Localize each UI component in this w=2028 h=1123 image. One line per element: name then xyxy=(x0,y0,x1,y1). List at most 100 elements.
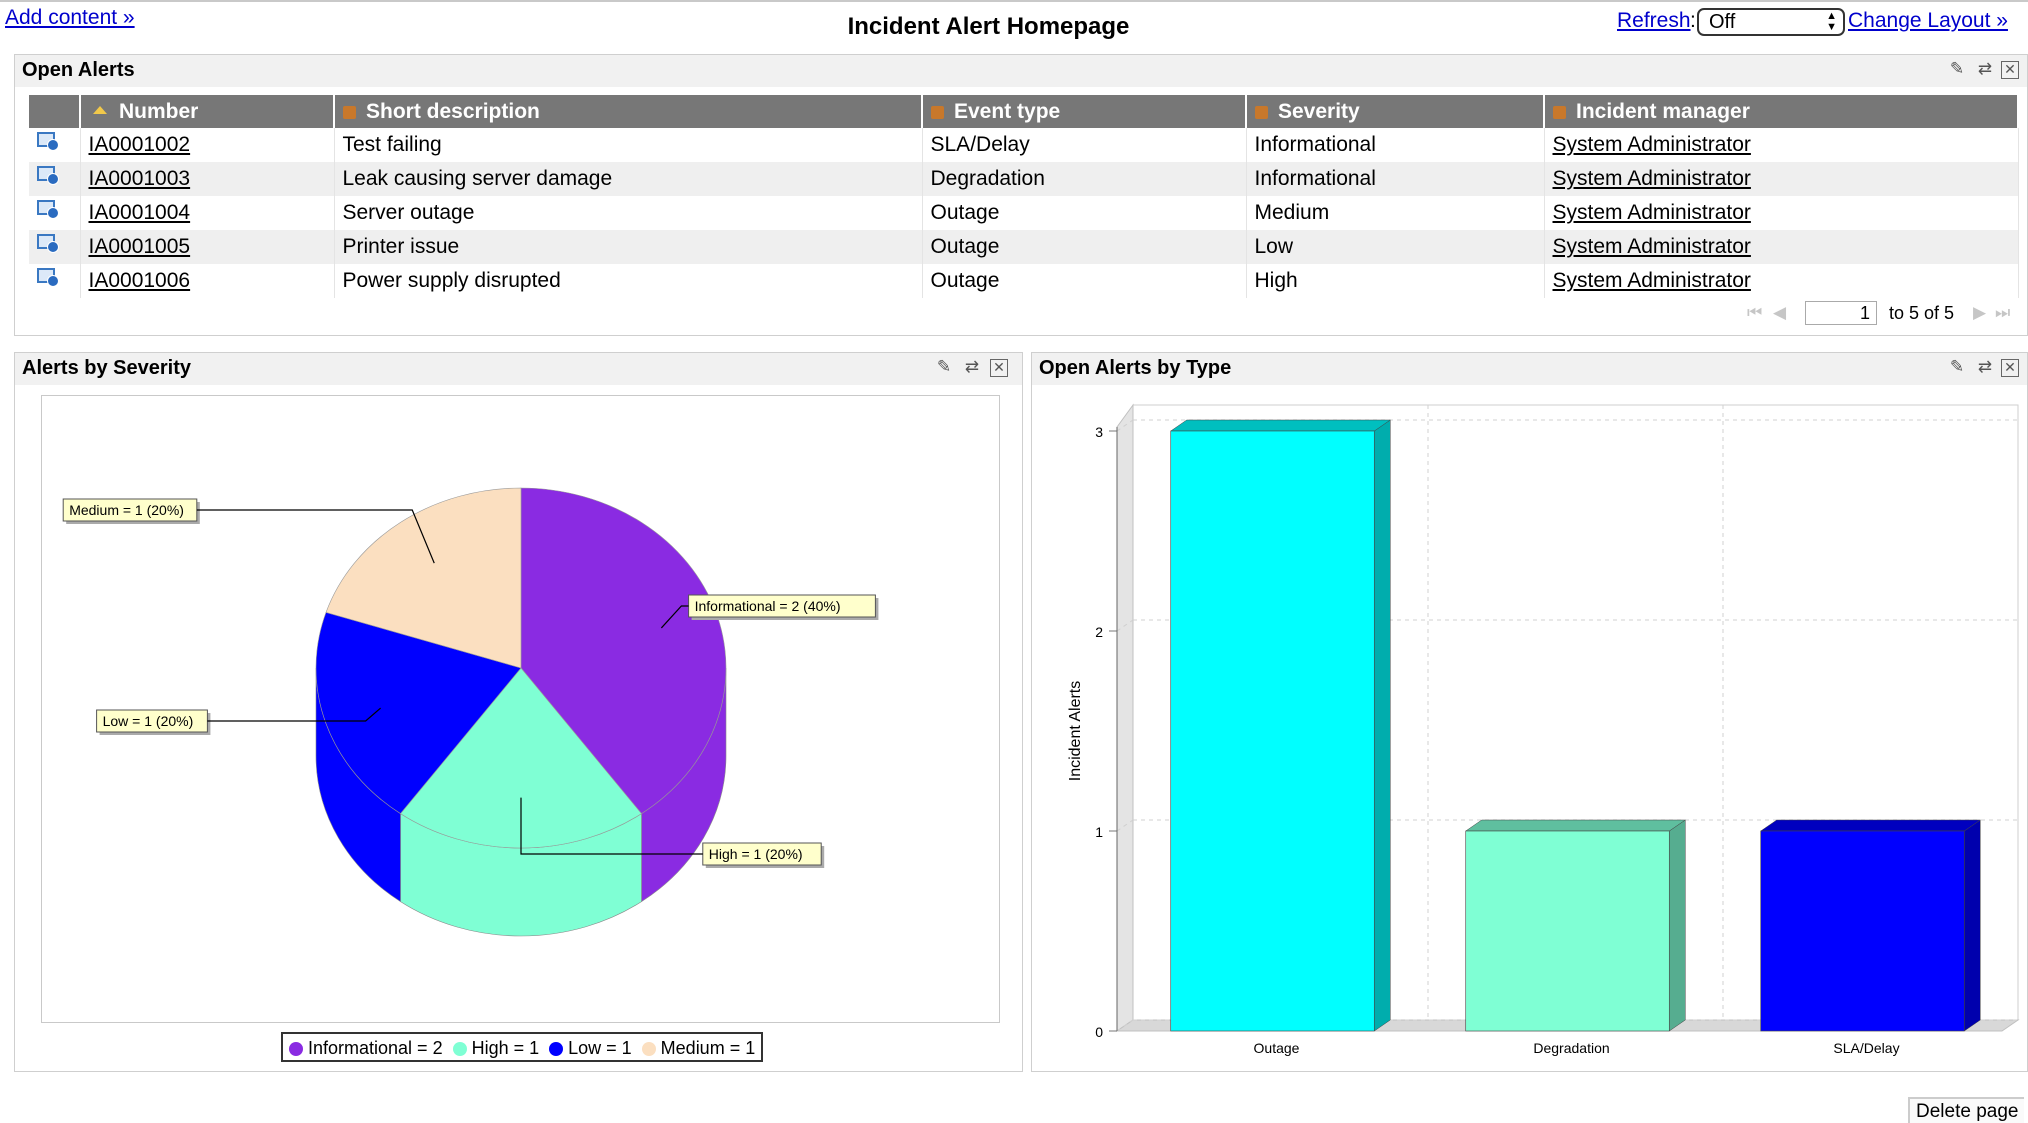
legend-swatch xyxy=(549,1042,564,1056)
bar-top xyxy=(1169,419,1392,432)
severity-cell: Medium xyxy=(1246,196,1545,230)
type-bar-chart: 0 1 2 3 Incident Alerts Outage Degradation SLA/… xyxy=(1067,403,2020,1056)
pie-callout-informational: Informational = 2 (40%) xyxy=(688,594,879,620)
pie-slice-low xyxy=(315,612,522,815)
record-preview-icon[interactable] xyxy=(37,268,59,288)
event-type-cell: Outage xyxy=(922,230,1247,264)
last-page-icon[interactable]: ⏭ xyxy=(1995,303,2011,322)
row-icon-cell[interactable] xyxy=(29,230,81,264)
incident-manager-link[interactable]: System Administrator xyxy=(1552,269,1751,292)
edit-icon[interactable]: ✎ xyxy=(936,357,952,376)
delete-page-button[interactable]: Delete page xyxy=(1908,1097,2025,1123)
y-tick-label: 0 xyxy=(1095,1024,1103,1040)
page-number-input[interactable] xyxy=(1805,301,1877,325)
refresh-select[interactable]: Off ▲ ▼ xyxy=(1697,8,1845,36)
bar-side xyxy=(1669,819,1686,1032)
callout-label: Medium = 1 (20%) xyxy=(69,502,184,518)
severity-cell: Informational xyxy=(1246,128,1545,162)
close-icon[interactable]: ✕ xyxy=(990,359,1008,377)
short-description-cell: Printer issue xyxy=(334,230,923,264)
pagination: ⏮ ◀ to 5 of 5 ▶ ⏭ xyxy=(1747,301,2017,327)
record-preview-icon[interactable] xyxy=(37,166,59,186)
legend-item-informational: Informational = 2 xyxy=(289,1034,443,1062)
short-description-cell: Power supply disrupted xyxy=(334,264,923,298)
record-number-link[interactable]: IA0001006 xyxy=(88,269,191,292)
table-header-row: Number Short description Event type Seve… xyxy=(29,95,2019,128)
bar-top xyxy=(1464,819,1687,832)
incident-manager-link[interactable]: System Administrator xyxy=(1552,235,1751,258)
bar-side xyxy=(1964,819,1981,1032)
bar-sla-delay xyxy=(1759,819,1982,1032)
severity-panel-header: Alerts by Severity ✎ ⇄ ✕ xyxy=(15,353,1022,385)
column-header-event-type[interactable]: Event type xyxy=(922,95,1247,128)
record-number-link[interactable]: IA0001003 xyxy=(88,167,191,190)
column-header-short-description[interactable]: Short description xyxy=(334,95,923,128)
refresh-link[interactable]: Refresh xyxy=(1617,9,1691,32)
bar-degradation xyxy=(1464,819,1687,1032)
pie-chart-frame: Informational = 2 (40%) High = 1 (20%) Low… xyxy=(41,395,1000,1023)
row-icon-cell[interactable] xyxy=(29,196,81,230)
record-number-link[interactable]: IA0001002 xyxy=(88,133,191,156)
incident-manager-link[interactable]: System Administrator xyxy=(1552,201,1751,224)
sort-ascending-icon xyxy=(93,106,107,115)
column-context-icon xyxy=(343,105,356,119)
incident-manager-link[interactable]: System Administrator xyxy=(1552,167,1751,190)
record-preview-icon[interactable] xyxy=(37,132,59,152)
callout-leader xyxy=(196,509,435,564)
column-label: Severity xyxy=(1278,99,1360,123)
y-tick-label: 1 xyxy=(1095,824,1103,840)
table-row: IA0001006 Power supply disrupted Outage … xyxy=(29,264,2019,298)
bar-outage xyxy=(1169,419,1392,1032)
gridline-wall xyxy=(1116,819,1134,832)
column-header-severity[interactable]: Severity xyxy=(1246,95,1545,128)
row-icon-cell[interactable] xyxy=(29,264,81,298)
column-header-incident-manager[interactable]: Incident manager xyxy=(1544,95,2019,128)
previous-page-icon[interactable]: ◀ xyxy=(1773,303,1787,322)
table-row: IA0001003 Leak causing server damage Deg… xyxy=(29,162,2019,196)
panel-tools: ✎ ⇄ ✕ xyxy=(934,357,1016,379)
close-icon[interactable]: ✕ xyxy=(2001,61,2019,79)
pie-callout-low: Low = 1 (20%) xyxy=(96,709,211,735)
close-icon[interactable]: ✕ xyxy=(2001,359,2019,377)
row-icon-cell[interactable] xyxy=(29,128,81,162)
legend-item-high: High = 1 xyxy=(452,1034,540,1062)
row-icon-cell[interactable] xyxy=(29,162,81,196)
callout-leader xyxy=(520,797,703,855)
type-panel-header: Open Alerts by Type ✎ ⇄ ✕ xyxy=(1032,353,2027,385)
y-axis-title: Incident Alerts xyxy=(1067,681,1084,782)
column-header-number[interactable]: Number xyxy=(80,95,335,128)
pie-slice-medium xyxy=(325,487,522,669)
edit-icon[interactable]: ✎ xyxy=(1949,357,1965,376)
bar-top xyxy=(1759,819,1982,832)
event-type-cell: SLA/Delay xyxy=(922,128,1247,162)
incident-manager-link[interactable]: System Administrator xyxy=(1552,133,1751,156)
record-number-link[interactable]: IA0001004 xyxy=(88,201,191,224)
page-range-text: to 5 of 5 xyxy=(1889,303,1955,323)
legend-label: High = 1 xyxy=(471,1038,540,1058)
x-tick-label: Degradation xyxy=(1533,1040,1609,1056)
type-panel-title: Open Alerts by Type xyxy=(1039,357,1232,379)
pie-callout-medium: Medium = 1 (20%) xyxy=(62,498,200,524)
refresh-icon[interactable]: ⇄ xyxy=(964,357,980,376)
severity-pie-chart: Informational = 2 (40%) High = 1 (20%) Low… xyxy=(62,487,879,937)
legend-label: Medium = 1 xyxy=(660,1038,756,1058)
pie-callout-high: High = 1 (20%) xyxy=(702,842,825,868)
bar-front xyxy=(1465,830,1670,1032)
record-preview-icon[interactable] xyxy=(37,200,59,220)
change-layout-link[interactable]: Change Layout » xyxy=(1848,9,2008,32)
column-label: Short description xyxy=(366,99,540,123)
refresh-icon[interactable]: ⇄ xyxy=(1977,59,1993,78)
record-preview-icon[interactable] xyxy=(37,234,59,254)
severity-cell: High xyxy=(1246,264,1545,298)
first-page-icon[interactable]: ⏮ xyxy=(1747,303,1763,322)
next-page-icon[interactable]: ▶ xyxy=(1973,303,1987,322)
legend-label: Informational = 2 xyxy=(308,1038,443,1058)
gridline-wall xyxy=(1116,619,1134,632)
gridline-wall xyxy=(1116,419,1134,432)
add-content-link[interactable]: Add content » xyxy=(5,6,135,29)
open-alerts-header: Open Alerts ✎ ⇄ ✕ xyxy=(15,55,2027,87)
refresh-icon[interactable]: ⇄ xyxy=(1977,357,1993,376)
open-alerts-panel: Open Alerts ✎ ⇄ ✕ Number Short descripti… xyxy=(14,54,2028,336)
record-number-link[interactable]: IA0001005 xyxy=(88,235,191,258)
edit-icon[interactable]: ✎ xyxy=(1949,59,1965,78)
